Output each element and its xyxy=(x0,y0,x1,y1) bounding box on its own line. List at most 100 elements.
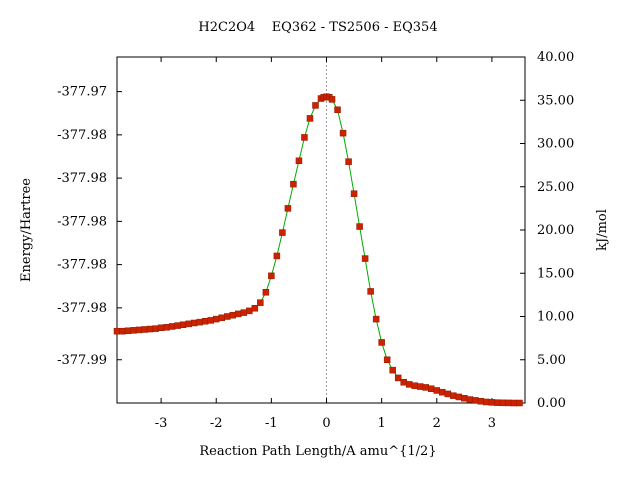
data-point xyxy=(168,323,176,330)
data-point xyxy=(212,315,220,323)
left-tick-label: -377.98 xyxy=(57,214,107,229)
plot-frame xyxy=(116,56,526,404)
data-point xyxy=(411,382,418,389)
left-tick-label: -377.98 xyxy=(57,258,107,273)
data-point xyxy=(235,310,242,318)
right-tick-label: 5.00 xyxy=(537,353,566,368)
data-point xyxy=(163,324,170,331)
data-point xyxy=(466,396,474,403)
data-point xyxy=(400,378,407,386)
data-point xyxy=(505,399,512,407)
data-point xyxy=(229,311,237,319)
right-tick-label: 35.00 xyxy=(537,93,574,108)
right-tick-label: 20.00 xyxy=(537,223,574,238)
data-point xyxy=(246,307,253,315)
data-point xyxy=(516,399,523,407)
data-point xyxy=(201,318,209,325)
data-point xyxy=(130,327,137,334)
data-point xyxy=(483,398,490,406)
data-point xyxy=(383,356,391,363)
data-point xyxy=(450,392,457,399)
chart-title: H2C2O4 EQ362 - TS2506 - EQ354 xyxy=(198,20,437,35)
right-tick-label: 30.00 xyxy=(537,137,574,152)
data-point xyxy=(433,387,441,394)
data-point xyxy=(444,390,452,398)
x-tick-label: 2 xyxy=(433,416,441,431)
data-point xyxy=(273,252,281,260)
data-point xyxy=(494,399,501,406)
data-point xyxy=(455,393,463,401)
data-point xyxy=(224,313,231,320)
data-point xyxy=(422,384,430,391)
x-tick-label: 1 xyxy=(378,416,386,431)
data-point xyxy=(179,321,187,328)
data-point xyxy=(416,383,424,390)
data-point xyxy=(405,381,413,388)
right-tick-label: 0.00 xyxy=(537,396,566,411)
data-point xyxy=(488,399,496,406)
data-point xyxy=(119,327,126,335)
left-tick-label: -377.99 xyxy=(57,353,107,368)
data-point xyxy=(207,317,214,324)
data-point xyxy=(328,96,336,103)
data-point xyxy=(389,366,396,374)
data-point xyxy=(190,319,198,327)
data-point xyxy=(428,385,435,392)
y-axis-label-left: Energy/Hartree xyxy=(19,178,34,282)
plot-layer: -3 -2 -1 0 1 2 30.005.0010.0015.0020.0025.0030… xyxy=(57,50,574,431)
data-point xyxy=(268,272,275,280)
data-point xyxy=(174,322,181,329)
left-tick-label: -377.98 xyxy=(57,171,107,186)
data-point xyxy=(439,388,446,396)
y-axis-label-right: kJ/mol xyxy=(595,209,610,251)
data-point xyxy=(135,326,143,334)
data-point xyxy=(279,229,286,236)
data-point xyxy=(367,288,374,295)
data-point xyxy=(301,134,308,141)
data-point xyxy=(477,398,485,405)
data-point xyxy=(141,326,148,333)
x-axis-label: Reaction Path Length/A amu^{1/2} xyxy=(199,444,436,459)
data-point xyxy=(240,309,248,316)
left-tick-label: -377.98 xyxy=(57,128,107,143)
energy-profile-line xyxy=(117,96,520,404)
data-point xyxy=(262,289,270,296)
x-tick-label: 3 xyxy=(488,416,496,431)
data-point xyxy=(257,299,264,306)
x-tick-label: -1 xyxy=(265,416,278,431)
data-point xyxy=(339,129,347,137)
x-tick-label: -3 xyxy=(155,416,168,431)
data-point xyxy=(295,157,303,165)
left-tick-label: -377.97 xyxy=(57,85,107,100)
data-point xyxy=(124,327,132,335)
data-point xyxy=(378,339,385,346)
data-point xyxy=(146,325,154,333)
data-point xyxy=(251,305,259,312)
data-point xyxy=(461,394,468,402)
data-point xyxy=(196,318,203,326)
data-point xyxy=(350,190,358,197)
data-point xyxy=(372,315,380,323)
data-point xyxy=(113,327,121,335)
data-point xyxy=(499,399,507,407)
data-point xyxy=(356,223,363,230)
data-point xyxy=(218,314,226,322)
right-tick-label: 15.00 xyxy=(537,266,574,281)
data-point xyxy=(334,106,341,114)
data-point xyxy=(284,205,292,212)
right-tick-label: 25.00 xyxy=(537,180,574,195)
left-tick-label: -377.98 xyxy=(57,301,107,316)
data-point xyxy=(185,320,192,328)
data-point xyxy=(472,397,479,404)
data-point xyxy=(394,374,402,382)
right-tick-label: 10.00 xyxy=(537,310,574,325)
data-point xyxy=(157,324,165,331)
data-point xyxy=(290,180,297,188)
right-tick-label: 40.00 xyxy=(537,50,574,65)
data-point xyxy=(152,325,159,332)
data-point xyxy=(510,399,518,407)
x-tick-label: 0 xyxy=(322,416,330,431)
data-point xyxy=(306,115,314,122)
data-point xyxy=(312,102,319,109)
